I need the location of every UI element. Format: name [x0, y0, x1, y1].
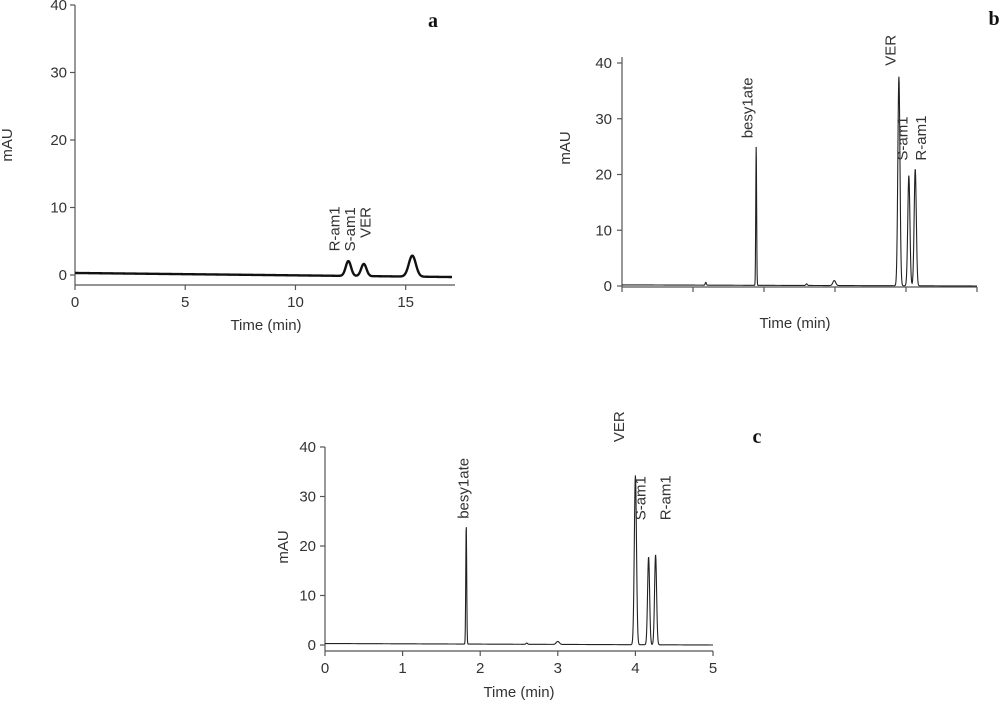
y-tick-label: 40: [299, 439, 316, 456]
y-tick-label: 0: [308, 637, 316, 654]
y-axis-title: mAU: [275, 530, 292, 563]
x-tick-label: 15: [397, 294, 414, 311]
x-tick-label: 1: [398, 660, 406, 677]
x-axis-title: Time (min): [483, 684, 554, 701]
y-tick-label: 10: [595, 222, 612, 239]
x-tick-label: 3: [554, 660, 562, 677]
peak-label: S-am1: [342, 207, 359, 251]
peak-label: VER: [611, 411, 628, 442]
peak-label: R-am1: [327, 206, 344, 251]
peak-label: besy1ate: [456, 458, 473, 519]
series-line: [621, 76, 977, 287]
x-ticks: 0 1 2 3 4 5: [321, 651, 717, 677]
peak-label: besy1ate: [740, 77, 757, 138]
y-tick-label: 20: [50, 132, 67, 149]
peak-annotations: besy1ate VER S-am1 R-am1: [740, 35, 930, 161]
y-tick-label: 40: [50, 0, 67, 14]
y-tick-label: 0: [59, 267, 67, 284]
x-tick-label: 0: [321, 660, 329, 677]
panel-letter: b: [988, 8, 999, 30]
y-tick-label: 30: [299, 489, 316, 506]
peak-label: S-am1: [633, 476, 650, 520]
y-ticks: 0 10 20 30 40: [595, 55, 622, 295]
panel-letter: a: [428, 10, 438, 32]
x-tick-label: 5: [709, 660, 717, 677]
chart-panel-b: 0 10 20 30 40 besy1ate VER S-am1 R-am1 Time (mi…: [557, 8, 1000, 332]
x-tick-label: 2: [476, 660, 484, 677]
y-tick-label: 20: [595, 167, 612, 184]
peak-label: VER: [357, 207, 374, 238]
x-tick-label: 0: [71, 294, 79, 311]
y-tick-label: 20: [299, 538, 316, 555]
y-tick-label: 10: [299, 588, 316, 605]
y-ticks: 0 10 20 30 40: [299, 439, 325, 654]
x-axis-title: Time (min): [230, 317, 301, 334]
chart-panel-c: 0 10 20 30 40 0 1 2 3 4 5 besy1ate VER S-am1 R-am1 T…: [275, 411, 762, 701]
peak-label: R-am1: [657, 475, 674, 520]
y-tick-label: 0: [604, 278, 612, 295]
x-ticks: [621, 287, 978, 292]
y-tick-label: 30: [50, 65, 67, 82]
y-tick-label: 30: [595, 111, 612, 128]
x-tick-label: 5: [181, 294, 189, 311]
x-tick-label: 10: [287, 294, 304, 311]
x-ticks: 0 5 10 15: [71, 285, 414, 311]
series-line: [324, 475, 713, 646]
peak-label: R-am1: [913, 116, 930, 161]
peak-label: S-am1: [894, 116, 911, 160]
panel-letter: c: [753, 426, 762, 448]
x-tick-label: 4: [631, 660, 639, 677]
peak-annotations: besy1ate VER S-am1 R-am1: [456, 411, 675, 520]
y-ticks: 0 10 20 30 40: [50, 0, 75, 284]
y-axis-title: mAU: [0, 128, 16, 161]
y-tick-label: 40: [595, 55, 612, 72]
y-tick-label: 10: [50, 200, 67, 217]
x-axis-title: Time (min): [759, 315, 830, 332]
series-line: [75, 254, 452, 279]
y-axis-title: mAU: [557, 131, 574, 164]
peak-label: VER: [882, 35, 899, 66]
